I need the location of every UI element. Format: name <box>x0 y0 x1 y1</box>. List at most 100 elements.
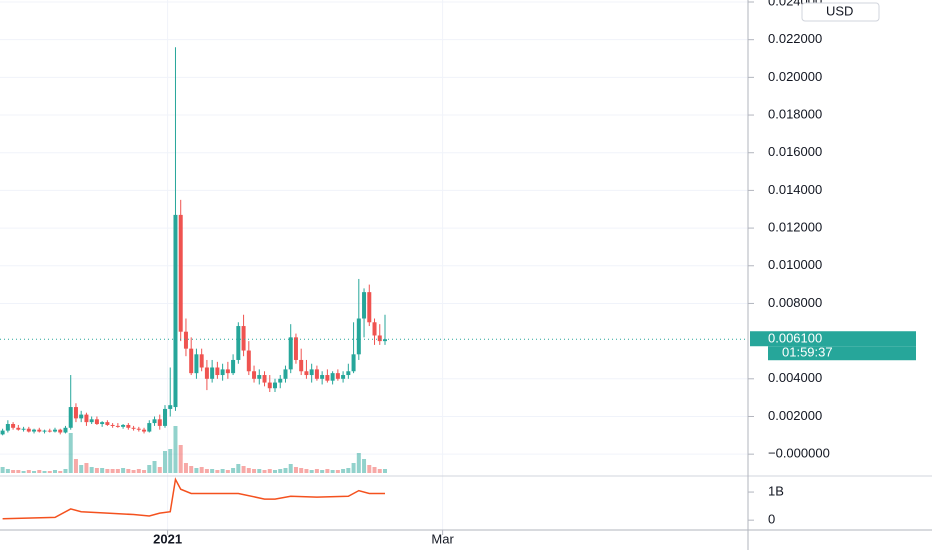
candle-body <box>142 429 147 432</box>
volume-bar <box>199 467 204 473</box>
volume-bar <box>210 469 215 473</box>
volume-bar <box>63 469 68 473</box>
y-tick-label: 0.010000 <box>768 257 822 272</box>
candle-body <box>293 337 298 360</box>
candle-body <box>351 354 356 372</box>
candle-body <box>53 429 57 432</box>
candle-body <box>105 422 110 425</box>
candle-body <box>152 419 157 424</box>
indicator-line <box>2 477 385 520</box>
volume-bar <box>325 469 330 473</box>
y-tick-label: 0.024000 <box>768 0 822 8</box>
volume-bar <box>157 467 162 473</box>
volume-bar <box>16 470 21 473</box>
candle-body <box>257 375 262 379</box>
volume-bar <box>288 464 293 473</box>
candle-body <box>194 354 199 374</box>
candle-body <box>178 214 183 332</box>
candle-body <box>304 371 309 376</box>
candle-body <box>121 424 126 427</box>
volume-bar <box>178 445 183 473</box>
volume-bar <box>168 449 173 473</box>
volume-bar <box>267 469 272 473</box>
candle-body <box>309 369 314 376</box>
candle-body <box>236 326 241 360</box>
candle-body <box>63 427 68 433</box>
volume-bar <box>194 468 199 473</box>
candle-body <box>157 419 162 426</box>
y2-tick-label: 1B <box>768 483 784 498</box>
candle-body <box>42 430 47 432</box>
volume-bar <box>346 468 351 473</box>
candle-body <box>37 429 42 432</box>
volume-bar <box>84 463 89 473</box>
last-price-box <box>750 331 916 347</box>
volume-bar <box>58 471 63 473</box>
y-tick-label: 0.016000 <box>768 144 822 159</box>
candle-body <box>173 214 178 408</box>
volume-bar <box>231 468 236 473</box>
volume-bar <box>26 470 31 473</box>
volume-bar <box>89 467 94 473</box>
candle-body <box>100 422 105 425</box>
volume-bar <box>131 470 136 473</box>
candle-body <box>21 428 26 430</box>
y-tick-label: 0.008000 <box>768 295 822 310</box>
volume-bar <box>79 465 84 473</box>
volume-bar <box>220 469 225 473</box>
volume-bar <box>356 453 361 473</box>
candle-body <box>26 428 31 432</box>
candle-body <box>252 371 257 379</box>
volume-bar <box>21 471 26 473</box>
volume-bar <box>142 470 147 473</box>
volume-bar <box>37 470 42 473</box>
candle-body <box>11 424 16 428</box>
candle-body <box>189 348 194 374</box>
y-tick-label: 0.022000 <box>768 31 822 46</box>
volume-bar <box>11 470 16 473</box>
volume-bar <box>320 470 325 473</box>
candle-body <box>168 405 173 409</box>
candle-body <box>79 414 84 419</box>
volume-bar <box>351 463 356 473</box>
volume-bar <box>215 470 220 473</box>
candle-body <box>330 373 335 381</box>
candle-body <box>231 359 236 374</box>
volume-bar <box>105 469 110 473</box>
y2-tick-label: 0 <box>768 512 775 527</box>
candle-body <box>299 359 304 372</box>
candle-body <box>110 424 115 426</box>
candle-body <box>273 382 277 389</box>
volume-bar <box>241 466 246 473</box>
candle-body <box>377 335 382 342</box>
volume-bar <box>383 469 387 473</box>
candle-body <box>204 367 209 379</box>
candle-body <box>314 369 319 379</box>
candle-body <box>278 378 283 383</box>
candle-body <box>288 337 293 370</box>
volume-bar <box>304 469 309 473</box>
candle-body <box>346 371 351 376</box>
candle-body <box>16 427 21 430</box>
volume-bar <box>53 470 57 473</box>
candle-body <box>241 326 246 351</box>
candle-body <box>73 407 78 419</box>
volume-bar <box>189 466 194 473</box>
volume-bar <box>121 468 126 473</box>
candle-body <box>94 419 99 425</box>
y-tick-label: −0.000000 <box>768 446 830 461</box>
candle-body <box>115 425 120 427</box>
y-tick-label: 0.014000 <box>768 182 822 197</box>
candle-body <box>335 373 340 379</box>
y-tick-label: 0.004000 <box>768 370 822 385</box>
candle-body <box>283 369 288 379</box>
candle-body <box>163 408 167 426</box>
volume-bar <box>367 465 372 473</box>
candle-body <box>267 382 272 389</box>
candle-body <box>341 375 346 379</box>
volume-bar <box>314 469 319 473</box>
candle-body <box>89 419 94 423</box>
volume-bar <box>68 433 73 473</box>
countdown-label: 01:59:37 <box>782 345 833 360</box>
